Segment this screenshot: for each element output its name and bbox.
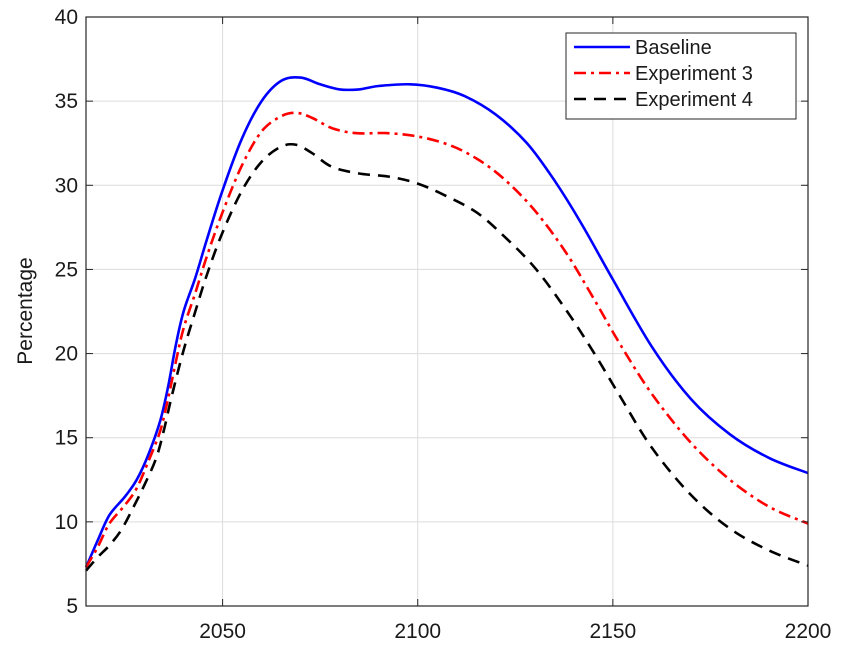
legend-label-experiment-4: Experiment 4 — [635, 89, 753, 111]
x-tick-label-2050: 2050 — [199, 620, 246, 643]
ticks: 2050 2100 2150 2200 5 10 15 20 25 30 35 40 — [55, 6, 832, 643]
y-tick-label-40: 40 — [55, 6, 78, 29]
y-tick-label-25: 25 — [55, 258, 78, 281]
x-tick-label-2150: 2150 — [590, 620, 637, 643]
y-tick-label-30: 30 — [55, 174, 78, 197]
y-tick-label-35: 35 — [55, 90, 78, 113]
legend-label-experiment-3: Experiment 3 — [635, 63, 753, 85]
series-line-baseline — [84, 76, 809, 568]
y-axis-label: Percentage — [14, 257, 37, 364]
y-tick-label-10: 10 — [55, 511, 78, 534]
series-layer — [84, 76, 809, 572]
y-tick-label-20: 20 — [55, 343, 78, 366]
plot-frame — [85, 16, 809, 607]
x-tick-label-2100: 2100 — [394, 620, 441, 643]
x-tick-label-2200: 2200 — [785, 620, 832, 643]
legend-label-baseline: Baseline — [635, 37, 712, 59]
y-tick-label-15: 15 — [55, 427, 78, 450]
legend: Baseline Experiment 3 Experiment 4 — [565, 32, 797, 120]
y-tick-label-5: 5 — [66, 595, 78, 618]
